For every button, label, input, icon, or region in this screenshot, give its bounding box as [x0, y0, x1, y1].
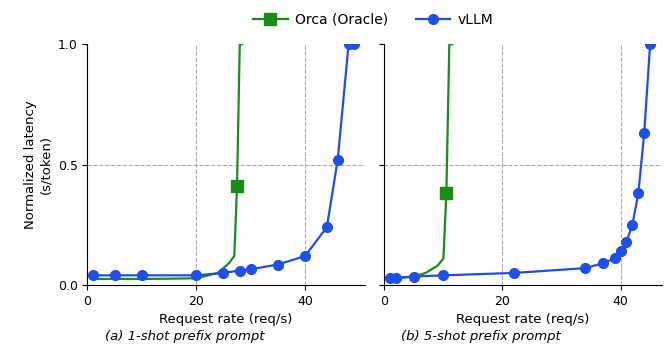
Y-axis label: Normalized latency
(s/token): Normalized latency (s/token) — [24, 100, 52, 229]
Text: (a) 1-shot prefix prompt: (a) 1-shot prefix prompt — [105, 330, 265, 343]
X-axis label: Request rate (req/s): Request rate (req/s) — [456, 313, 590, 326]
Legend: Orca (Oracle), vLLM: Orca (Oracle), vLLM — [247, 7, 499, 32]
Text: (b) 5-shot prefix prompt: (b) 5-shot prefix prompt — [401, 330, 560, 343]
X-axis label: Request rate (req/s): Request rate (req/s) — [159, 313, 293, 326]
